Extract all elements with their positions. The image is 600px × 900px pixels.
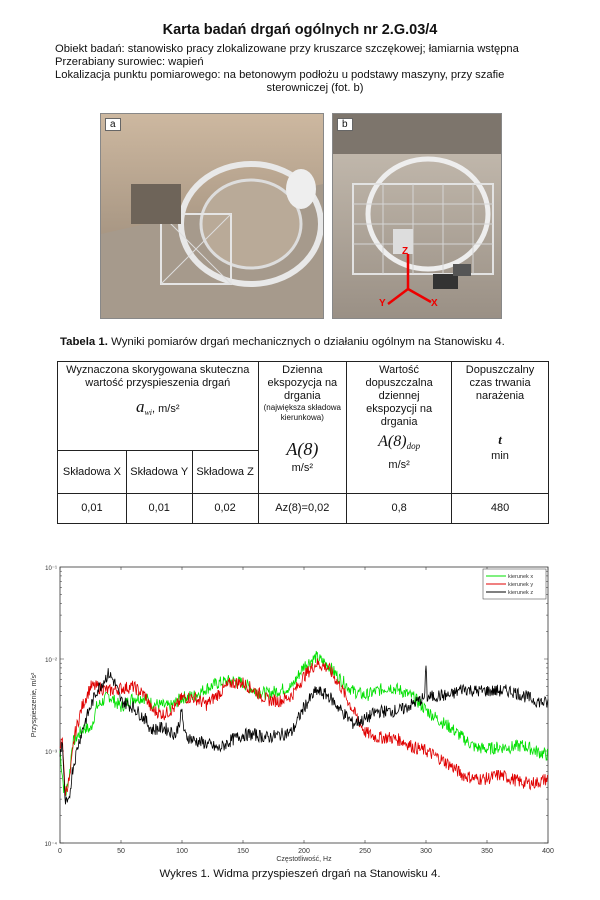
axis-z-label: Z <box>402 246 408 257</box>
y-tick-label: 10⁻¹ <box>45 566 57 572</box>
table-caption: Tabela 1. Wyniki pomiarów drgań mechanic… <box>60 336 505 348</box>
y-axis-label: Przyspieszenie, m/s² <box>31 672 38 737</box>
y-tick-label: 10⁻² <box>45 658 57 664</box>
header-text: Dopuszczalny czas trwania narażenia <box>465 364 535 402</box>
photo-label: a <box>105 118 121 131</box>
header-text: Wartość dopuszczalna dziennej ekspozycji… <box>365 364 433 428</box>
axis-x-label: X <box>431 298 438 309</box>
table-number: Tabela 1. <box>60 336 108 348</box>
cell-a8: Az(8)=0,02 <box>257 493 348 524</box>
page-title: Karta badań drgań ogólnych nr 2.G.03/4 <box>162 22 438 38</box>
x-tick-label: 350 <box>481 848 493 855</box>
legend: kierunek x kierunek y kierunek z <box>482 568 547 600</box>
legend-label: kierunek x <box>508 574 533 580</box>
symbol: t <box>498 432 502 447</box>
series-line-kierunek-z <box>59 665 549 805</box>
y-tick-label: 10⁻⁴ <box>45 841 58 848</box>
series-line-kierunek-y <box>59 658 549 796</box>
cell-x: 0,01 <box>57 493 127 524</box>
x-tick-label: 300 <box>420 848 432 855</box>
legend-label: kierunek y <box>508 582 533 588</box>
subscript: wi <box>144 408 153 418</box>
subheader-y: Składowa Y <box>125 450 193 494</box>
cell-y: 0,01 <box>125 493 193 524</box>
unit: , m/s² <box>152 403 180 415</box>
subscript: dop <box>406 441 421 452</box>
unit: m/s² <box>291 462 314 474</box>
chart-caption: Wykres 1. Widma przyspieszeń drgań na St… <box>159 868 441 880</box>
symbol: A(8) <box>286 439 319 459</box>
results-table: Wyznaczona skorygowana skuteczna wartość… <box>57 361 549 524</box>
cell-time: 480 <box>451 493 549 524</box>
axis-y-label: Y <box>379 298 386 309</box>
x-tick-label: 250 <box>359 848 371 855</box>
table-row: 0,01 0,01 0,02 Az(8)=0,02 0,8 480 <box>57 493 549 524</box>
photo-a: a <box>100 113 324 319</box>
object-line: Obiekt badań: stanowisko pracy zlokalizo… <box>55 43 519 55</box>
x-tick-label: 0 <box>58 848 62 855</box>
table-caption-text: Wyniki pomiarów drgań mechanicznych o dz… <box>107 336 505 348</box>
photo-b: Z Y X b <box>332 113 502 319</box>
header-text: Dzienna ekspozycja na drgania <box>267 364 338 402</box>
header-permissible-value: Wartość dopuszczalna dziennej ekspozycji… <box>346 361 453 494</box>
legend-label: kierunek z <box>508 590 533 596</box>
x-tick-label: 400 <box>542 848 554 855</box>
header-daily-exposure: Dzienna ekspozycja na drgania (największ… <box>257 361 348 494</box>
header-permissible-time: Dopuszczalny czas trwania narażenia t mi… <box>451 361 549 494</box>
cell-a8-dop: 0,8 <box>346 493 453 524</box>
photo-label: b <box>337 118 353 131</box>
subheader-x: Składowa X <box>57 450 127 494</box>
material-line: Przerabiany surowiec: wapień <box>55 56 204 68</box>
x-tick-label: 100 <box>176 848 188 855</box>
series-line-kierunek-x <box>59 650 549 796</box>
crusher-photo-a <box>101 114 323 318</box>
header-text: Wyznaczona skorygowana skuteczna wartość… <box>66 364 250 389</box>
x-axis-label: Częstotliwość, Hz <box>276 856 332 863</box>
cell-z: 0,02 <box>191 493 259 524</box>
symbol: a <box>135 397 145 416</box>
crusher-photo-b: Z Y X <box>333 114 501 318</box>
subheader-z: Składowa Z <box>191 450 259 494</box>
y-tick-label: 10⁻³ <box>45 750 57 756</box>
unit: m/s² <box>388 459 410 472</box>
x-tick-label: 50 <box>117 848 125 855</box>
x-tick-label: 200 <box>298 848 310 855</box>
spectrum-chart: 0 50 100 150 200 250 300 350 400 10⁻⁴ 10⁻³ 10⁻² 10⁻¹… <box>31 566 554 863</box>
header-note: (największa składowa kierunkowa) <box>263 403 342 422</box>
location-line-2: sterowniczej (fot. b) <box>266 82 364 94</box>
x-tick-label: 150 <box>237 848 249 855</box>
location-line: Lokalizacja punktu pomiarowego: na beton… <box>55 69 505 81</box>
symbol: A(8) <box>378 433 407 450</box>
unit: min <box>491 450 509 462</box>
header-acceleration: Wyznaczona skorygowana skuteczna wartość… <box>57 361 259 451</box>
